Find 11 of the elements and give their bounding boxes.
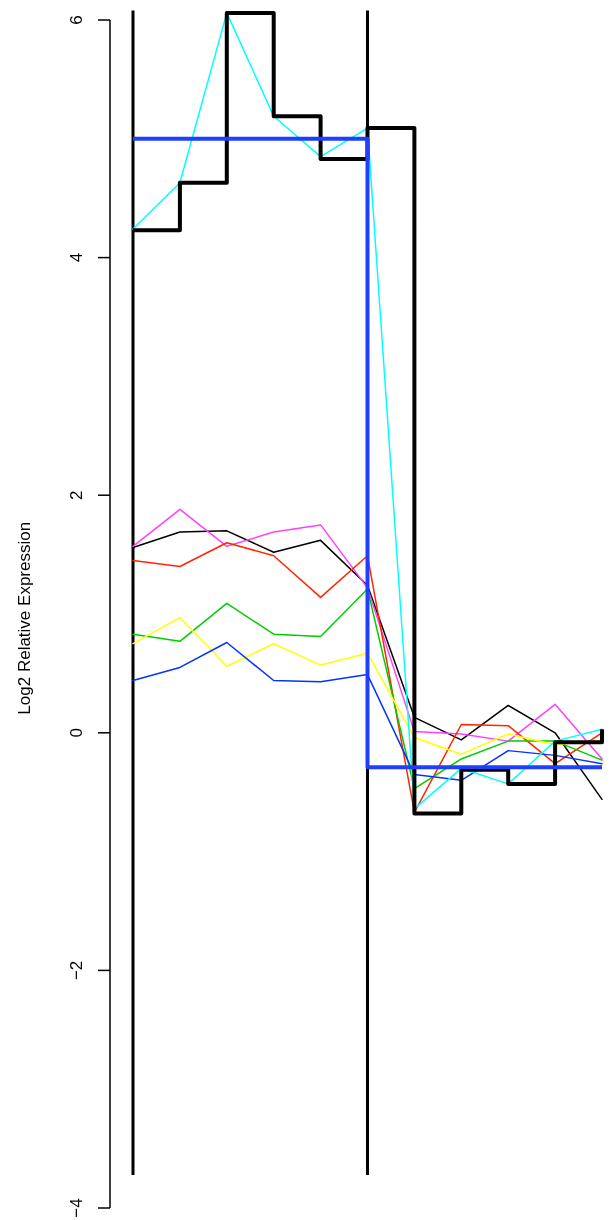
- y-tick-label: 2: [67, 490, 86, 500]
- line-series: [132, 616, 603, 755]
- line-series: [132, 508, 603, 760]
- y-tick-label: −2: [67, 960, 86, 981]
- y-tick-label: 6: [67, 15, 86, 25]
- y-tick-label: 4: [67, 252, 86, 263]
- line-series: [132, 641, 603, 782]
- y-tick-label: 0: [67, 728, 86, 738]
- line-series: [132, 588, 603, 790]
- y-tick-label: −4: [67, 1198, 86, 1218]
- y-axis-title: Log2 Relative Expression: [15, 521, 34, 715]
